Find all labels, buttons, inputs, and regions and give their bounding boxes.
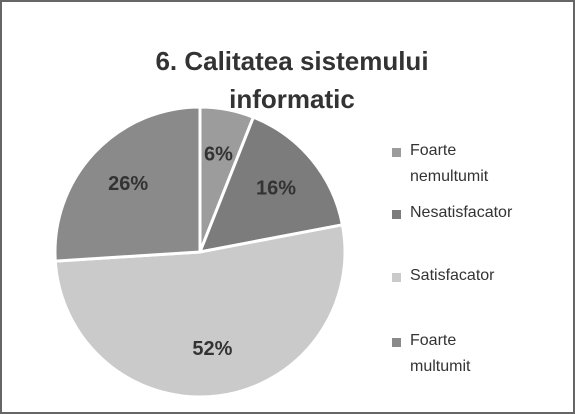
pie-slice xyxy=(53,105,202,263)
legend-item: Foarte nemultumit xyxy=(392,142,518,190)
slice-label: 16% xyxy=(256,177,296,199)
slice-label: 6% xyxy=(204,143,233,165)
legend-label: Foarte nemultumit xyxy=(410,142,489,185)
legend-item: Foarte multumit xyxy=(392,332,518,380)
legend-label: Satisfacator xyxy=(410,267,495,284)
legend-swatch xyxy=(392,273,401,282)
legend-swatch xyxy=(392,210,401,219)
pie-slice xyxy=(197,115,345,254)
legend-item: Nesatisfacator xyxy=(392,204,518,226)
legend-label: Foarte multumit xyxy=(410,332,471,375)
pie-slice xyxy=(53,223,347,399)
legend-label: Nesatisfacator xyxy=(410,204,513,221)
slice-label: 52% xyxy=(192,338,232,360)
slice-label: 26% xyxy=(108,173,148,195)
legend-swatch xyxy=(392,338,401,347)
legend-swatch xyxy=(392,148,401,157)
legend-item: Satisfacator xyxy=(392,267,518,289)
chart-title: 6. Calitatea sistemului informatic xyxy=(155,46,429,114)
